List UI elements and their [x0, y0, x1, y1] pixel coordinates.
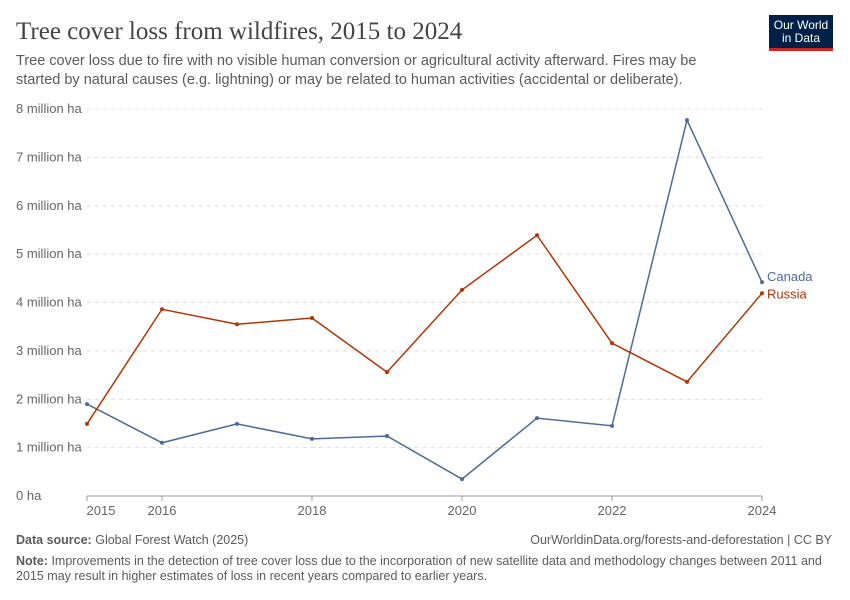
- logo-text: in Data: [781, 31, 821, 45]
- y-tick-label: 4 million ha: [16, 295, 83, 310]
- note-text: Improvements in the detection of tree co…: [16, 554, 822, 583]
- data-point: [310, 315, 314, 320]
- data-source: Data source: Global Forest Watch (2025): [16, 533, 248, 547]
- logo-text: Our World: [773, 18, 829, 32]
- series-line-russia: [86, 234, 763, 425]
- y-tick-label: 8 million ha: [16, 101, 83, 116]
- data-point: [535, 233, 539, 238]
- data-point: [160, 440, 164, 445]
- data-point: [760, 291, 764, 296]
- note-label: Note:: [16, 554, 48, 568]
- data-point: [385, 370, 389, 375]
- y-tick-label: 5 million ha: [16, 246, 83, 261]
- data-point: [160, 307, 164, 312]
- x-tick-label: 2020: [448, 503, 477, 518]
- series-line-canada: [86, 117, 763, 480]
- y-tick-label: 0 ha: [16, 488, 42, 503]
- line-chart: 0 ha 1 million ha 2 million ha 3 million ha…: [16, 101, 813, 518]
- data-point: [310, 436, 314, 441]
- series-label: Russia: [767, 286, 808, 301]
- data-point: [535, 416, 539, 421]
- y-tick-label: 6 million ha: [16, 198, 83, 213]
- source-text: Global Forest Watch (2025): [95, 533, 249, 547]
- data-point: [385, 434, 389, 439]
- data-point: [85, 421, 89, 426]
- chart-subtitle: Tree cover loss due to fire with no visi…: [16, 53, 697, 88]
- data-point: [685, 118, 689, 123]
- data-point: [685, 379, 689, 384]
- data-point: [610, 423, 614, 428]
- data-point: [85, 402, 89, 407]
- owid-logo[interactable]: Our World in Data: [769, 15, 833, 51]
- data-point: [460, 477, 464, 482]
- y-tick-label: 7 million ha: [16, 149, 83, 164]
- y-tick-label: 3 million ha: [16, 343, 83, 358]
- chart-title: Tree cover loss from wildfires, 2015 to …: [16, 18, 463, 45]
- x-tick-label: 2024: [748, 503, 777, 518]
- data-point: [460, 287, 464, 292]
- y-tick-label: 2 million ha: [16, 391, 83, 406]
- data-point: [235, 322, 239, 327]
- series-label: Canada: [767, 269, 813, 284]
- source-url[interactable]: OurWorldinData.org/forests-and-deforesta…: [530, 533, 832, 547]
- data-point: [760, 280, 764, 285]
- data-point: [610, 341, 614, 346]
- x-tick-label: 2015: [87, 503, 116, 518]
- data-point: [235, 421, 239, 426]
- x-tick-label: 2016: [148, 503, 177, 518]
- y-tick-label: 1 million ha: [16, 440, 83, 455]
- note: Note: Improvements in the detection of t…: [16, 554, 836, 584]
- x-tick-label: 2018: [298, 503, 327, 518]
- x-tick-label: 2022: [598, 503, 627, 518]
- source-label: Data source:: [16, 533, 92, 547]
